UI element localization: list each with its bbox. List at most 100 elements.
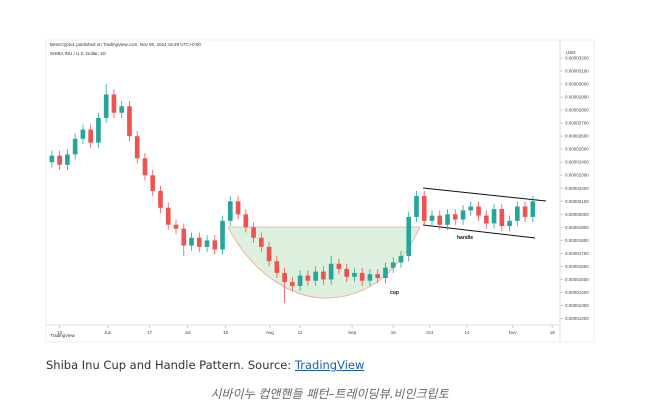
x-tick-label: 14: [464, 330, 470, 335]
candle-body: [530, 201, 536, 217]
candle-body: [429, 215, 435, 221]
y-tick-label: 0.00001900: [565, 225, 589, 230]
y-tick-label: 0.00002600: [565, 134, 589, 139]
y-tick-label: 0.00002500: [565, 147, 589, 152]
candle-body: [491, 209, 497, 224]
x-tick-label: Jun: [104, 330, 112, 335]
x-tick-label: 17: [147, 330, 153, 335]
candle-body: [437, 215, 443, 225]
header: BeInCrypto1 published on TradingView.com…: [50, 42, 201, 47]
y-tick-label: 0.00002000: [565, 212, 589, 217]
candle-body: [321, 271, 326, 280]
candle-body: [375, 274, 381, 279]
y-tick-label: 0.00002400: [565, 160, 589, 165]
candle-body: [398, 255, 404, 263]
candle-body: [96, 117, 101, 143]
subcaption: 시바이누 컵앤핸들 패턴–트레이딩뷰.비인크립토: [210, 387, 449, 401]
y-tick-label: 0.00003000: [565, 82, 589, 87]
x-tick-label: Aug: [266, 330, 275, 335]
y-tick-label: 0.00003200: [565, 56, 589, 61]
candle-body: [305, 275, 311, 281]
y-tick-label: 0.00002800: [565, 108, 589, 113]
candle-body: [111, 94, 117, 113]
candle-body: [274, 261, 280, 273]
candle-body: [212, 240, 218, 250]
y-tick-label: 0.00001500: [565, 277, 589, 282]
candle-body: [421, 196, 427, 221]
candle-body: [367, 274, 373, 281]
x-tick-label: 16: [391, 330, 397, 335]
candle-body: [243, 214, 249, 228]
channel-bottom: [422, 224, 536, 239]
candle-body: [220, 220, 225, 250]
candle-body: [251, 227, 256, 238]
candle-body: [150, 175, 156, 191]
candle-body: [499, 209, 505, 227]
candle-body: [290, 282, 295, 286]
candle-body: [204, 240, 210, 247]
candle-body: [119, 106, 125, 113]
y-tick-label: 0.00001600: [565, 264, 589, 269]
candle-body: [352, 272, 357, 277]
y-tick-label: 0.00001300: [565, 303, 589, 308]
candle-body: [507, 220, 512, 227]
x-tick-label: Nov: [509, 330, 518, 335]
y-tick-label: 0.00001200: [565, 316, 589, 321]
y-tick-label: 0.00001700: [565, 251, 589, 256]
candle-body: [196, 237, 202, 247]
y-tick-label: 0.00001400: [565, 290, 589, 295]
candle-body: [88, 129, 93, 143]
candle-body: [65, 154, 70, 165]
caption: Shiba Inu Cup and Handle Pattern. Source…: [46, 358, 364, 372]
candle-body: [406, 216, 412, 256]
symbol: SHIBA INU / U.S. Dollar, 1D: [50, 51, 107, 56]
candle-body: [328, 263, 334, 280]
candle-body: [165, 207, 171, 225]
unit: USD: [566, 50, 576, 55]
logo: TradingView: [50, 333, 76, 338]
y-tick-label: 0.00003100: [565, 69, 589, 74]
candle-body: [134, 136, 140, 159]
candle-body: [414, 196, 419, 217]
candle-body: [460, 210, 466, 220]
candle-body: [80, 129, 86, 139]
candle-body: [452, 214, 458, 220]
candle-body: [282, 272, 287, 283]
candle-body: [344, 269, 349, 277]
cup-label: cup: [390, 290, 399, 296]
candle-body: [127, 106, 132, 137]
x-tick-label: Jul: [185, 330, 191, 335]
candle-body: [336, 263, 342, 269]
x-tick-label: 12: [298, 330, 304, 335]
candle-body: [522, 206, 528, 217]
y-tick-label: 0.00002200: [565, 186, 589, 191]
candle-body: [476, 206, 481, 216]
caption-link[interactable]: TradingView: [294, 358, 365, 372]
candle-body: [235, 201, 241, 215]
candle-body: [383, 267, 388, 279]
candle-body: [515, 206, 520, 221]
x-tick-label: Sep: [348, 330, 357, 335]
candle-body: [445, 214, 450, 225]
x-tick-label: 18: [550, 330, 556, 335]
candle-body: [49, 155, 55, 163]
candle-body: [227, 201, 233, 221]
caption-text: Shiba Inu Cup and Handle Pattern. Source…: [46, 358, 295, 372]
candle-body: [158, 190, 163, 208]
y-tick-label: 0.00002900: [565, 95, 589, 100]
chart: BeInCrypto1 published on TradingView.com…: [45, 39, 595, 343]
x-tick-label: 13: [57, 330, 63, 335]
y-tick-label: 0.00002700: [565, 121, 589, 126]
candle-body: [468, 206, 474, 211]
candle-body: [189, 237, 194, 246]
candle-body: [142, 158, 148, 176]
candle-body: [359, 272, 365, 281]
x-tick-label: 15: [223, 330, 229, 335]
candle-body: [181, 228, 187, 246]
candle-body: [483, 215, 489, 224]
handle-label: handle: [457, 235, 473, 241]
candle-body: [266, 246, 272, 262]
candle-body: [72, 138, 78, 155]
y-tick-label: 0.00002300: [565, 173, 589, 178]
